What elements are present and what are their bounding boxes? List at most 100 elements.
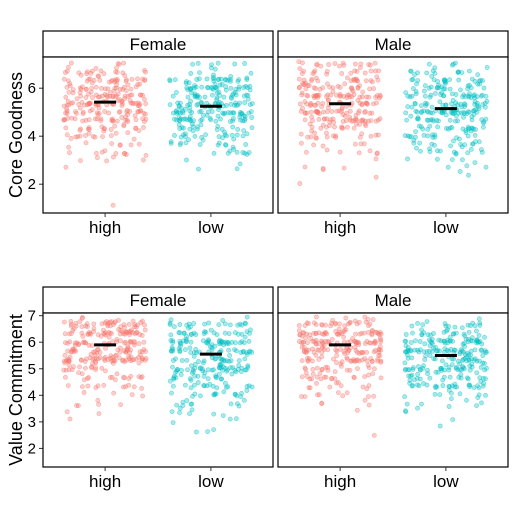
data-point [421, 132, 427, 138]
data-point [339, 359, 345, 365]
data-point [125, 82, 131, 88]
data-point [242, 356, 248, 362]
data-point [365, 118, 371, 124]
data-point [429, 104, 435, 110]
data-point [404, 401, 410, 407]
data-point [325, 347, 331, 353]
data-point [456, 69, 461, 75]
data-point [232, 340, 238, 346]
data-point [191, 330, 197, 336]
data-point [244, 329, 250, 335]
data-point [127, 92, 133, 98]
data-point [405, 345, 411, 350]
data-point [211, 427, 216, 433]
data-point [296, 323, 302, 328]
data-point [362, 374, 367, 380]
data-point [248, 327, 253, 333]
data-point [339, 331, 345, 336]
data-point [97, 77, 103, 83]
data-point [332, 124, 337, 130]
data-point [444, 328, 449, 334]
data-point [203, 132, 208, 138]
data-point [460, 94, 465, 100]
data-point [345, 321, 351, 327]
data-point [93, 66, 99, 71]
data-point [357, 65, 363, 70]
data-point [242, 61, 247, 66]
data-point [114, 65, 119, 71]
data-point [191, 382, 197, 388]
data-point [371, 366, 377, 372]
data-point [443, 112, 449, 118]
data-point [325, 92, 331, 98]
data-point [83, 140, 89, 146]
data-point [432, 132, 438, 138]
data-point [310, 118, 315, 123]
data-point [218, 340, 223, 346]
data-point [180, 399, 186, 405]
data-point [93, 360, 98, 366]
data-point [452, 60, 458, 66]
data-point [421, 88, 427, 94]
points-high [61, 60, 149, 208]
data-point [185, 102, 190, 108]
data-point [349, 87, 355, 92]
data-point [328, 323, 333, 329]
data-point [170, 93, 176, 99]
data-point [366, 402, 372, 408]
data-point [480, 124, 486, 130]
data-point [307, 385, 313, 391]
data-point [352, 141, 358, 147]
chart-row-1: Core Goodness 2 4 6 Female high low Male high low [6, 30, 509, 237]
data-point [371, 393, 376, 399]
data-point [188, 339, 194, 345]
data-point [474, 370, 480, 376]
data-point [169, 390, 174, 396]
data-point [68, 323, 74, 329]
data-point [249, 115, 255, 120]
data-point [310, 346, 315, 352]
data-point [181, 330, 187, 336]
data-point [244, 314, 250, 320]
data-point [428, 339, 433, 344]
data-point [413, 89, 419, 94]
data-point [403, 409, 409, 415]
data-point [403, 349, 408, 354]
data-point [449, 91, 455, 97]
data-point [419, 332, 425, 337]
data-point [111, 88, 117, 94]
data-point [344, 367, 350, 373]
data-point [409, 104, 415, 110]
data-point [421, 363, 426, 369]
data-point [74, 403, 79, 408]
data-point [338, 109, 344, 114]
data-point [324, 116, 330, 122]
data-point [89, 85, 95, 91]
data-point [296, 85, 302, 90]
data-point [76, 370, 81, 376]
data-point [223, 103, 229, 108]
data-point [66, 89, 72, 95]
data-point [66, 64, 71, 70]
data-point [106, 110, 111, 116]
data-point [409, 323, 415, 329]
data-point [378, 375, 384, 381]
data-point [373, 174, 379, 180]
data-point [316, 356, 322, 362]
data-point [453, 330, 459, 336]
data-point [123, 117, 128, 123]
data-point [61, 76, 67, 82]
data-point [112, 123, 118, 129]
data-point [222, 321, 228, 327]
data-point [457, 391, 463, 397]
data-point [209, 109, 215, 114]
data-point [429, 141, 435, 147]
data-point [329, 337, 335, 342]
data-point [171, 375, 177, 381]
data-point [298, 131, 304, 137]
data-point [142, 77, 148, 82]
data-point [114, 339, 119, 345]
data-point [422, 101, 428, 106]
data-point [70, 87, 76, 92]
data-point [466, 172, 471, 178]
